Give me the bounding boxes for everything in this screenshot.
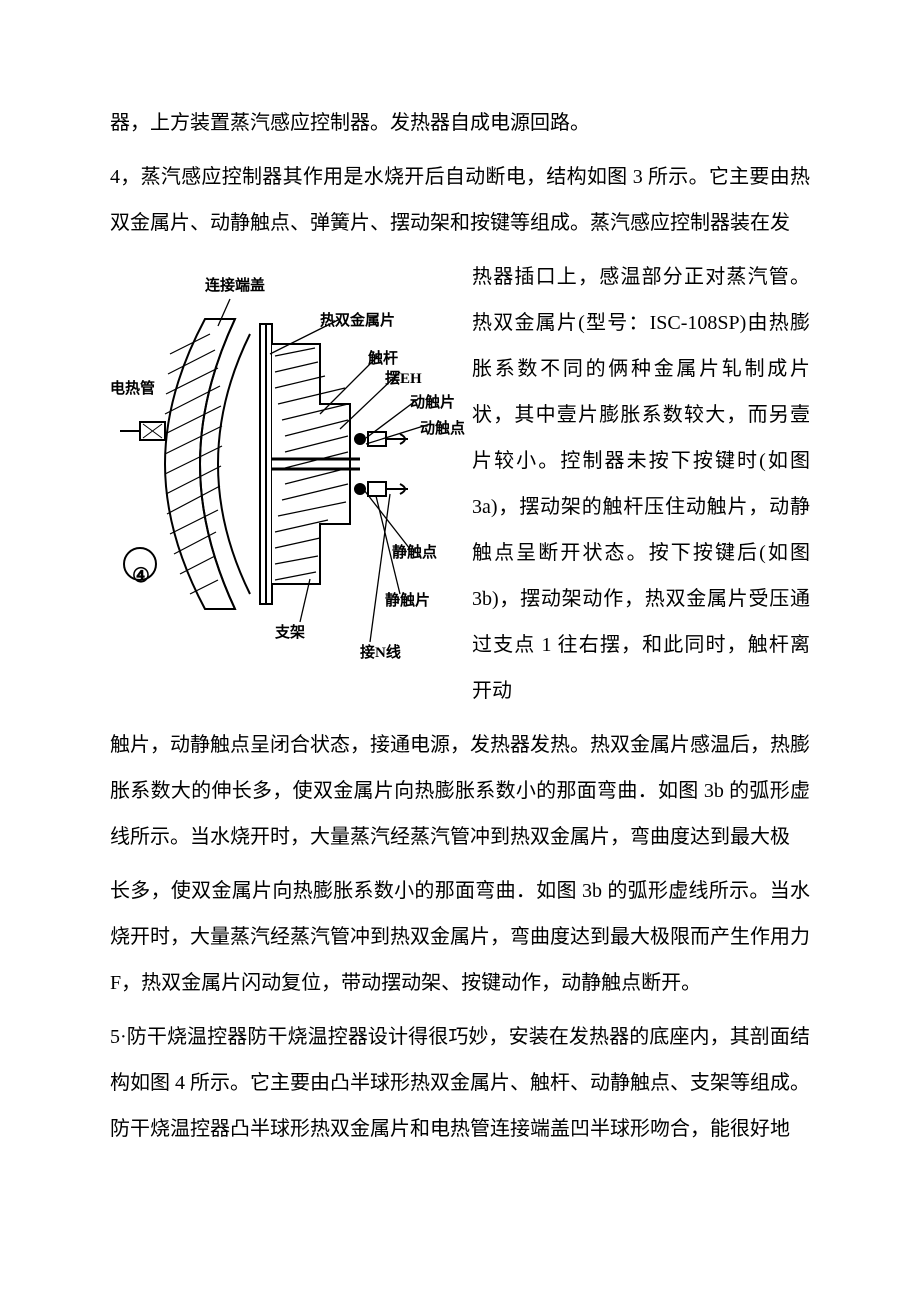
paragraph-6: 5·防干烧温控器防干烧温控器设计得很巧妙，安装在发热器的底座内，其剖面结构如图 …: [110, 1014, 810, 1152]
paragraph-1: 器，上方装置蒸汽感应控制器。发热器自成电源回路。: [110, 100, 810, 146]
label-bracket: 支架: [275, 616, 305, 651]
label-nline: 接N线: [360, 636, 401, 671]
label-circled-4: ④: [132, 553, 150, 599]
paragraph-4: 触片，动静触点呈闭合状态，接通电源，发热器发热。热双金属片感温后，热膨胀系数大的…: [110, 722, 810, 860]
paragraph-2: 4，蒸汽感应控制器其作用是水烧开后自动断电，结构如图 3 所示。它主要由热双金属…: [110, 154, 810, 246]
label-moving-point: 动触点: [420, 412, 465, 447]
label-bimetal: 热双金属片: [320, 304, 395, 339]
label-top: 连接端盖: [205, 269, 265, 304]
label-static-point: 静触点: [392, 536, 437, 571]
figure-4-diagram: 连接端盖 热双金属片 触杆 摆EH 动触片 动触点 静触点 静触片 支架 接N线…: [110, 264, 460, 674]
paragraph-5: 长多，使双金属片向热膨胀系数小的那面弯曲．如图 3b 的弧形虚线所示。当水烧开时…: [110, 868, 810, 1006]
label-heater-tube: 电热管: [110, 372, 155, 407]
label-static-piece: 静触片: [385, 584, 430, 619]
